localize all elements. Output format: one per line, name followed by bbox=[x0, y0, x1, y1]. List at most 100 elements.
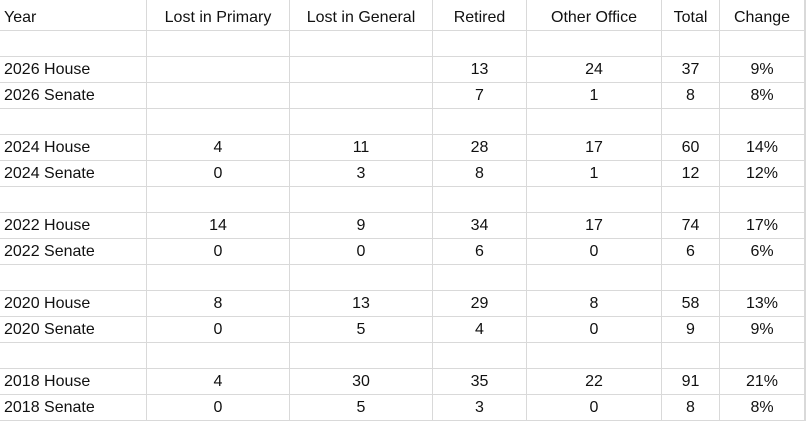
data-cell[interactable]: 6 bbox=[433, 239, 527, 265]
empty-cell[interactable] bbox=[433, 31, 527, 57]
empty-cell[interactable] bbox=[433, 265, 527, 291]
data-cell[interactable]: 0 bbox=[147, 317, 290, 343]
data-cell[interactable] bbox=[147, 83, 290, 109]
empty-cell[interactable] bbox=[662, 31, 720, 57]
data-cell[interactable]: 1 bbox=[527, 83, 662, 109]
data-cell[interactable]: 35 bbox=[433, 369, 527, 395]
data-cell[interactable]: 13% bbox=[720, 291, 805, 317]
data-cell[interactable]: 8 bbox=[527, 291, 662, 317]
empty-cell[interactable] bbox=[290, 343, 433, 369]
data-cell[interactable]: 21% bbox=[720, 369, 805, 395]
data-cell[interactable]: 13 bbox=[290, 291, 433, 317]
data-cell[interactable]: 5 bbox=[290, 317, 433, 343]
empty-cell[interactable] bbox=[147, 187, 290, 213]
empty-cell[interactable] bbox=[0, 265, 147, 291]
data-cell[interactable]: 37 bbox=[662, 57, 720, 83]
data-cell[interactable]: 28 bbox=[433, 135, 527, 161]
empty-cell[interactable] bbox=[433, 187, 527, 213]
data-cell[interactable]: 0 bbox=[147, 161, 290, 187]
empty-cell[interactable] bbox=[720, 109, 805, 135]
data-cell[interactable]: 17 bbox=[527, 213, 662, 239]
empty-cell[interactable] bbox=[290, 31, 433, 57]
data-cell[interactable]: 29 bbox=[433, 291, 527, 317]
data-cell[interactable] bbox=[290, 83, 433, 109]
row-label[interactable]: 2020 Senate bbox=[0, 317, 147, 343]
data-cell[interactable]: 34 bbox=[433, 213, 527, 239]
empty-cell[interactable] bbox=[433, 109, 527, 135]
empty-cell[interactable] bbox=[290, 109, 433, 135]
data-cell[interactable]: 0 bbox=[147, 239, 290, 265]
empty-cell[interactable] bbox=[0, 109, 147, 135]
data-cell[interactable]: 60 bbox=[662, 135, 720, 161]
empty-cell[interactable] bbox=[147, 265, 290, 291]
empty-cell[interactable] bbox=[0, 187, 147, 213]
empty-cell[interactable] bbox=[527, 31, 662, 57]
empty-cell[interactable] bbox=[147, 109, 290, 135]
empty-cell[interactable] bbox=[662, 343, 720, 369]
data-cell[interactable]: 30 bbox=[290, 369, 433, 395]
data-cell[interactable]: 1 bbox=[527, 161, 662, 187]
data-cell[interactable]: 4 bbox=[147, 135, 290, 161]
header-cell[interactable]: Other Office bbox=[527, 0, 662, 31]
data-cell[interactable]: 0 bbox=[527, 239, 662, 265]
data-cell[interactable]: 58 bbox=[662, 291, 720, 317]
empty-cell[interactable] bbox=[527, 187, 662, 213]
data-cell[interactable]: 8 bbox=[662, 395, 720, 421]
empty-cell[interactable] bbox=[147, 31, 290, 57]
data-cell[interactable]: 8 bbox=[433, 161, 527, 187]
row-label[interactable]: 2022 House bbox=[0, 213, 147, 239]
data-cell[interactable]: 7 bbox=[433, 83, 527, 109]
data-cell[interactable]: 8 bbox=[662, 83, 720, 109]
data-cell[interactable]: 17% bbox=[720, 213, 805, 239]
data-cell[interactable]: 5 bbox=[290, 395, 433, 421]
empty-cell[interactable] bbox=[0, 31, 147, 57]
empty-cell[interactable] bbox=[0, 343, 147, 369]
row-label[interactable]: 2018 House bbox=[0, 369, 147, 395]
header-cell[interactable]: Lost in Primary bbox=[147, 0, 290, 31]
empty-cell[interactable] bbox=[662, 187, 720, 213]
row-label[interactable]: 2024 Senate bbox=[0, 161, 147, 187]
data-cell[interactable] bbox=[290, 57, 433, 83]
data-cell[interactable]: 0 bbox=[147, 395, 290, 421]
data-cell[interactable]: 6% bbox=[720, 239, 805, 265]
data-cell[interactable]: 11 bbox=[290, 135, 433, 161]
empty-cell[interactable] bbox=[527, 343, 662, 369]
empty-cell[interactable] bbox=[433, 343, 527, 369]
row-label[interactable]: 2026 House bbox=[0, 57, 147, 83]
empty-cell[interactable] bbox=[720, 31, 805, 57]
data-cell[interactable]: 0 bbox=[290, 239, 433, 265]
empty-cell[interactable] bbox=[527, 265, 662, 291]
empty-cell[interactable] bbox=[527, 109, 662, 135]
data-cell[interactable]: 24 bbox=[527, 57, 662, 83]
data-cell[interactable]: 9 bbox=[662, 317, 720, 343]
header-cell[interactable]: Total bbox=[662, 0, 720, 31]
data-cell[interactable]: 8% bbox=[720, 83, 805, 109]
data-cell[interactable]: 8% bbox=[720, 395, 805, 421]
data-cell[interactable]: 8 bbox=[147, 291, 290, 317]
data-cell[interactable]: 3 bbox=[433, 395, 527, 421]
data-cell[interactable]: 0 bbox=[527, 317, 662, 343]
data-cell[interactable]: 9% bbox=[720, 57, 805, 83]
row-label[interactable]: 2024 House bbox=[0, 135, 147, 161]
data-cell[interactable]: 0 bbox=[527, 395, 662, 421]
data-cell[interactable]: 4 bbox=[433, 317, 527, 343]
data-cell[interactable]: 17 bbox=[527, 135, 662, 161]
header-cell[interactable]: Retired bbox=[433, 0, 527, 31]
row-label[interactable]: 2018 Senate bbox=[0, 395, 147, 421]
empty-cell[interactable] bbox=[290, 187, 433, 213]
data-cell[interactable]: 14% bbox=[720, 135, 805, 161]
data-cell[interactable]: 14 bbox=[147, 213, 290, 239]
empty-cell[interactable] bbox=[290, 265, 433, 291]
row-label[interactable]: 2026 Senate bbox=[0, 83, 147, 109]
header-cell[interactable]: Change bbox=[720, 0, 805, 31]
data-cell[interactable]: 91 bbox=[662, 369, 720, 395]
data-cell[interactable]: 3 bbox=[290, 161, 433, 187]
empty-cell[interactable] bbox=[720, 343, 805, 369]
data-cell[interactable] bbox=[147, 57, 290, 83]
row-label[interactable]: 2020 House bbox=[0, 291, 147, 317]
data-cell[interactable]: 13 bbox=[433, 57, 527, 83]
data-cell[interactable]: 9 bbox=[290, 213, 433, 239]
data-cell[interactable]: 12% bbox=[720, 161, 805, 187]
data-cell[interactable]: 22 bbox=[527, 369, 662, 395]
row-label[interactable]: 2022 Senate bbox=[0, 239, 147, 265]
